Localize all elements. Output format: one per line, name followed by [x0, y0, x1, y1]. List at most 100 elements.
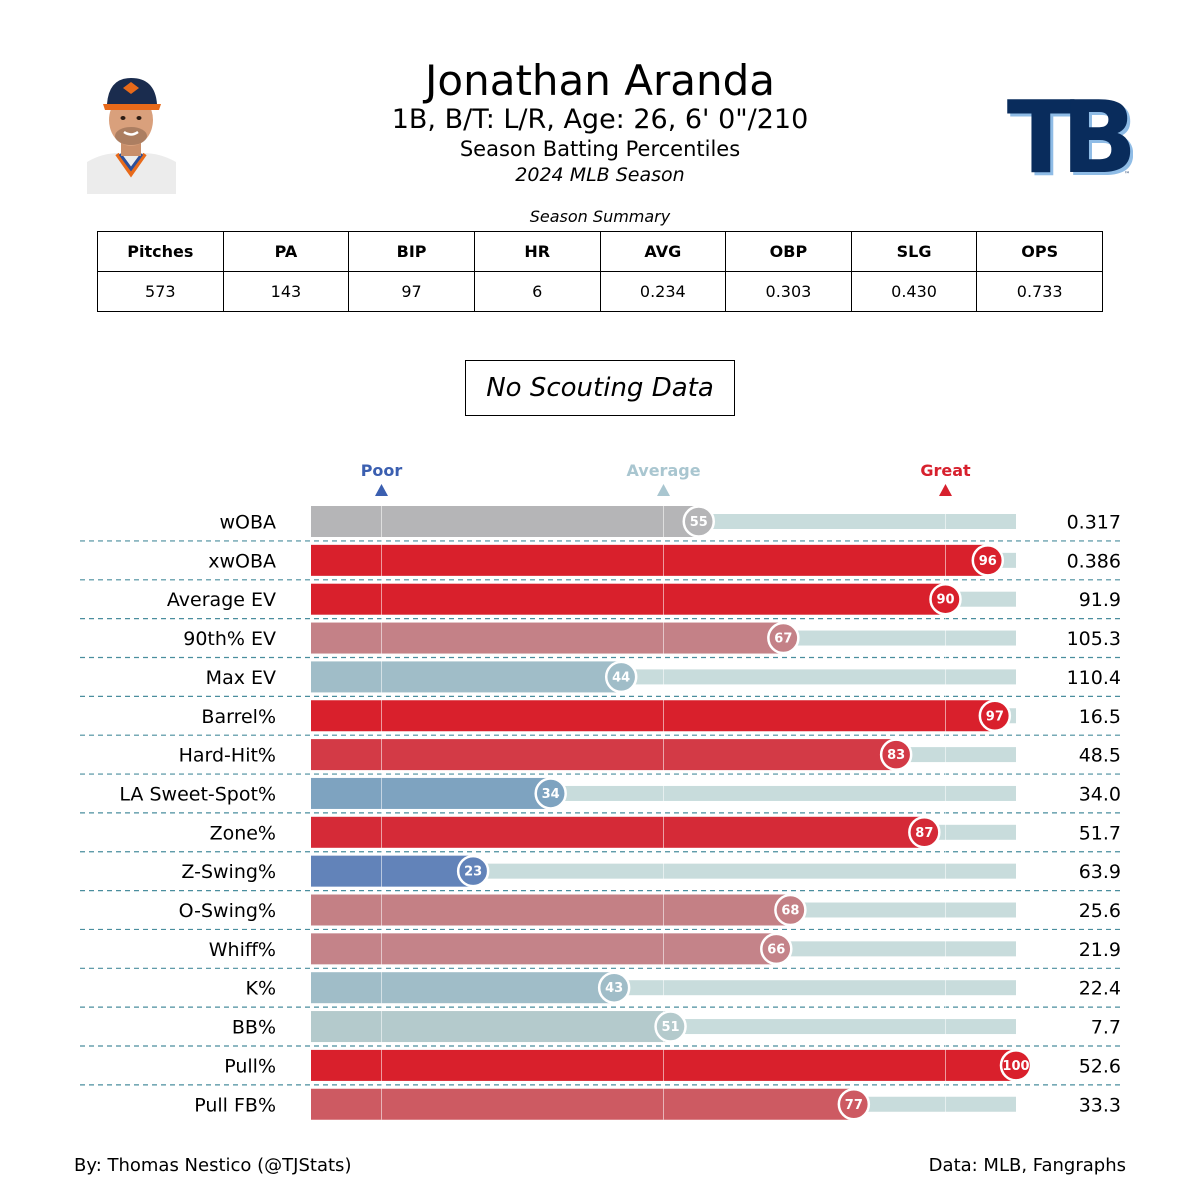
percentile-label: 55 [690, 515, 708, 530]
metric-label: Pull FB% [194, 1094, 276, 1116]
percentile-badge [597, 971, 631, 1004]
percentile-badge [604, 660, 638, 694]
percentile-badge [534, 777, 567, 810]
percentile-label: 67 [774, 632, 792, 647]
percentile-label: 66 [767, 942, 785, 957]
stat-value: 91.9 [1079, 589, 1121, 611]
percentile-bar [311, 933, 777, 965]
summary-value-cell: 0.303 [725, 271, 852, 312]
percentile-badge [760, 932, 793, 966]
percentile-badge [654, 1010, 687, 1043]
footer-credit: By: Thomas Nestico (@TJStats) [74, 1155, 352, 1176]
percentile-bar [311, 1011, 671, 1043]
percentile-bar [311, 777, 551, 809]
percentile-badge [837, 1088, 871, 1121]
summary-value-cell: 0.234 [599, 271, 727, 312]
stat-value: 33.3 [1079, 1094, 1121, 1116]
reference-marker-arrow [657, 484, 670, 496]
percentile-bar [311, 700, 995, 732]
metric-label: O-Swing% [179, 900, 276, 922]
percentile-bar [311, 816, 925, 848]
summary-value-cell: 0.733 [976, 271, 1103, 312]
metric-label: Pull% [224, 1055, 276, 1077]
reference-marker-label: Great [920, 461, 971, 480]
percentile-badge [767, 621, 800, 655]
percentile-label: 87 [915, 826, 933, 841]
svg-text:TB: TB [1007, 79, 1131, 186]
percentile-label: 90 [936, 593, 954, 608]
summary-header-cell: AVG [599, 231, 727, 272]
svg-text:TB: TB [1010, 82, 1133, 186]
stat-value: 22.4 [1079, 978, 1121, 1000]
summary-header-cell: BIP [348, 231, 475, 272]
summary-value-cell: 573 [97, 271, 224, 312]
player-name: Jonathan Aranda [425, 56, 775, 105]
metric-label: 90th% EV [183, 628, 276, 650]
summary-value-cell: 143 [222, 271, 350, 312]
percentile-bar [311, 1088, 854, 1120]
percentile-bar [311, 894, 791, 926]
metric-label: Zone% [210, 822, 276, 844]
summary-caption: Season Summary [529, 207, 671, 226]
metric-label: BB% [232, 1017, 276, 1039]
stat-value: 110.4 [1067, 667, 1121, 689]
summary-header-cell: Pitches [97, 231, 224, 272]
summary-header-cell: PA [222, 231, 350, 272]
percentile-bar [311, 739, 897, 771]
percentile-bar [311, 661, 622, 693]
summary-value-row: 573 143 97 6 0.234 0.303 0.430 0.733 [97, 271, 1103, 312]
reference-marker-label: Average [626, 461, 700, 480]
scouting-data-box: No Scouting Data [465, 360, 735, 416]
percentile-badge [971, 544, 1005, 577]
percentile-label: 83 [887, 748, 905, 763]
percentile-badge [879, 738, 913, 771]
summary-value-cell: 97 [348, 271, 475, 312]
metric-label: Z-Swing% [181, 861, 276, 883]
percentile-label: 100 [1002, 1059, 1029, 1074]
metric-label: wOBA [219, 512, 276, 534]
team-logo: TB TB ™ [1007, 79, 1133, 186]
player-headshot [87, 74, 176, 194]
percentile-badge [929, 582, 962, 616]
metric-label: Hard-Hit% [179, 745, 276, 767]
percentile-bar [311, 855, 474, 887]
stat-value: 34.0 [1079, 783, 1121, 805]
percentile-bar [311, 583, 946, 615]
stat-value: 0.386 [1067, 550, 1121, 572]
percentile-badge [908, 816, 941, 849]
stat-value: 21.9 [1079, 939, 1121, 961]
stat-value: 48.5 [1079, 745, 1121, 767]
stat-value: 63.9 [1079, 861, 1121, 883]
summary-value-cell: 6 [473, 271, 601, 312]
reference-marker-arrow [939, 484, 952, 496]
summary-header-cell: HR [473, 231, 601, 272]
percentile-badge [999, 1049, 1033, 1082]
metric-label: Whiff% [209, 939, 276, 961]
stat-value: 51.7 [1079, 822, 1121, 844]
stat-value: 25.6 [1079, 900, 1121, 922]
percentile-label: 51 [662, 1020, 680, 1035]
season-summary-table: Pitches PA BIP HR AVG OBP SLG OPS 573 14… [97, 231, 1103, 312]
metric-label: Max EV [206, 667, 276, 689]
reference-marker-arrow [375, 484, 388, 496]
summary-value-cell: 0.430 [850, 271, 978, 312]
stat-value: 52.6 [1079, 1055, 1121, 1077]
percentile-badge [774, 893, 807, 927]
summary-header-row: Pitches PA BIP HR AVG OBP SLG OPS [97, 231, 1103, 272]
stat-value: 0.317 [1067, 512, 1121, 534]
metric-label: K% [245, 978, 276, 1000]
percentile-bar [311, 506, 699, 537]
percentile-label: 77 [845, 1098, 863, 1113]
percentile-label: 96 [979, 554, 997, 569]
svg-text:™: ™ [1124, 171, 1130, 178]
summary-header-cell: OPS [976, 231, 1103, 272]
percentile-badge [978, 699, 1012, 732]
stat-value: 7.7 [1091, 1017, 1121, 1039]
summary-header-cell: SLG [850, 231, 978, 272]
stat-value: 105.3 [1067, 628, 1121, 650]
percentile-label: 68 [781, 904, 799, 919]
reference-marker-label: Poor [361, 461, 403, 480]
percentile-badge [456, 854, 490, 888]
percentile-label: 23 [464, 865, 482, 880]
